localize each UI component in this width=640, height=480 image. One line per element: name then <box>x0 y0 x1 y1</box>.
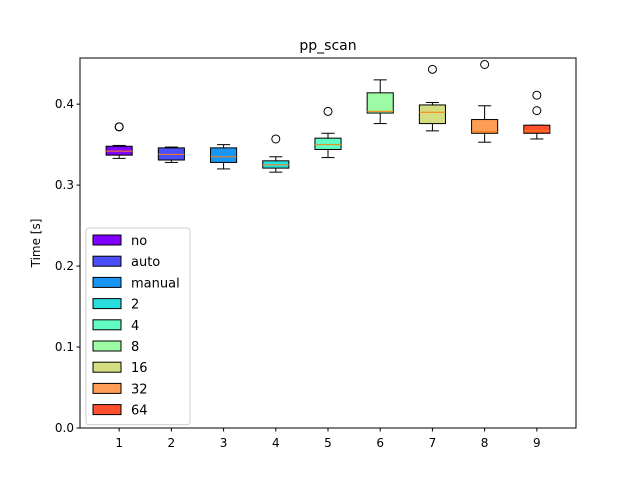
box-8 <box>471 59 499 143</box>
x-tick-label: 5 <box>324 436 332 450</box>
legend-label: 4 <box>131 319 139 334</box>
legend-swatch <box>92 255 122 267</box>
legend-label: 8 <box>131 340 139 355</box>
legend-item: manual <box>92 276 180 291</box>
legend-item: 8 <box>92 340 139 355</box>
box-body <box>314 137 342 150</box>
box-9 <box>523 90 551 140</box>
legend-label: no <box>131 234 147 249</box>
legend-item: 4 <box>92 319 139 334</box>
legend-swatch <box>92 298 122 310</box>
legend-item: 64 <box>92 404 148 419</box>
box-6 <box>366 79 394 125</box>
box-body <box>418 104 446 125</box>
box-body <box>210 147 238 163</box>
plot-frame <box>79 57 577 429</box>
y-tick-label: 0.4 <box>55 97 74 111</box>
y-axis: 0.0 0.1 0.2 0.3 0.4 <box>55 97 80 435</box>
box-5 <box>314 106 342 159</box>
x-tick-label: 2 <box>168 436 176 450</box>
outlier-point <box>323 106 333 116</box>
boxes <box>105 59 551 173</box>
box-body <box>523 124 551 134</box>
legend-item: 32 <box>92 382 148 397</box>
x-tick-label: 1 <box>115 436 123 450</box>
y-tick-label: 0.2 <box>55 259 74 273</box>
box-7 <box>418 64 446 132</box>
legend-label: 64 <box>131 404 148 419</box>
x-axis: 1 2 3 4 5 6 7 8 9 <box>115 428 541 450</box>
legend-item: 2 <box>92 298 139 313</box>
outlier-point <box>532 90 542 100</box>
legend-label: 16 <box>131 361 148 376</box>
box-1 <box>105 122 133 159</box>
x-tick-label: 4 <box>272 436 280 450</box>
legend-label: 2 <box>131 298 139 313</box>
legend-item: no <box>92 234 147 249</box>
legend-label: manual <box>131 276 180 291</box>
outlier-point <box>480 59 490 69</box>
x-tick-label: 7 <box>429 436 437 450</box>
legend-swatch <box>92 404 122 416</box>
legend-swatch <box>92 319 122 331</box>
legend-item: 16 <box>92 361 148 376</box>
box-body <box>366 92 394 114</box>
box-body <box>471 119 499 134</box>
legend-swatch <box>92 234 122 246</box>
legend-item: auto <box>92 255 160 270</box>
legend-swatch <box>92 361 122 373</box>
y-tick-label: 0.1 <box>55 340 74 354</box>
x-tick-label: 3 <box>220 436 228 450</box>
outlier-point <box>532 106 542 116</box>
box-2 <box>157 146 185 163</box>
x-tick-label: 9 <box>533 436 541 450</box>
legend-label: 32 <box>131 382 148 397</box>
legend-swatch <box>92 340 122 352</box>
chart-title: pp_scan <box>299 38 356 54</box>
x-tick-label: 6 <box>376 436 384 450</box>
y-axis-label: Time [s] <box>29 219 43 269</box>
y-tick-label: 0.0 <box>55 421 74 435</box>
legend-swatch <box>92 382 122 394</box>
outlier-point <box>427 64 437 74</box>
x-tick-label: 8 <box>481 436 489 450</box>
legend-label: auto <box>131 255 160 270</box>
box-4 <box>262 134 290 173</box>
legend: no auto manual 2 4 8 16 32 64 <box>85 227 191 426</box>
box-3 <box>210 144 238 170</box>
legend-swatch <box>92 276 122 288</box>
outlier-point <box>271 134 281 144</box>
outlier-point <box>114 122 124 132</box>
y-tick-label: 0.3 <box>55 178 74 192</box>
